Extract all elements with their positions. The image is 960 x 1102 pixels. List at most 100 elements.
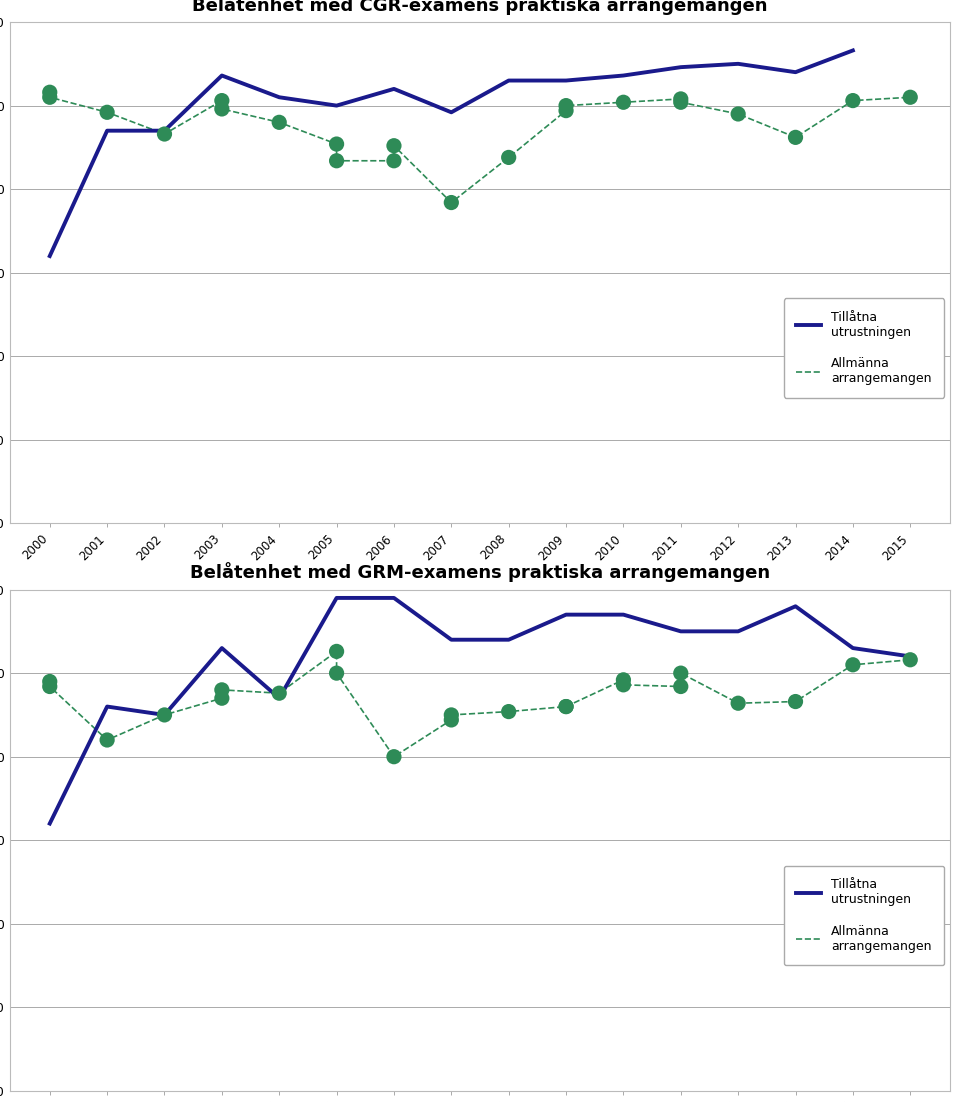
- Allmänna
arrangemangen: [503, 705, 515, 719]
- Tillåtna
utrustningen: [331, 99, 343, 112]
- Point: [386, 748, 401, 766]
- Point: [673, 90, 688, 108]
- Allmänna
arrangemangen: [847, 658, 858, 671]
- Point: [42, 84, 58, 101]
- Tillåtna
utrustningen: [158, 709, 170, 722]
- Line: Tillåtna
utrustningen: Tillåtna utrustningen: [50, 598, 910, 823]
- Point: [673, 678, 688, 695]
- Point: [272, 114, 287, 131]
- Point: [444, 706, 459, 724]
- Allmänna
arrangemangen: [561, 104, 572, 117]
- Point: [559, 101, 574, 119]
- Point: [156, 126, 172, 143]
- Tillåtna
utrustningen: [445, 106, 457, 119]
- Point: [42, 678, 58, 695]
- Allmänna
arrangemangen: [503, 151, 515, 164]
- Point: [559, 698, 574, 715]
- Allmänna
arrangemangen: [274, 687, 285, 700]
- Tillåtna
utrustningen: [445, 633, 457, 646]
- Allmänna
arrangemangen: [675, 667, 686, 680]
- Point: [559, 97, 574, 115]
- Point: [156, 706, 172, 724]
- Point: [100, 104, 115, 121]
- Tillåtna
utrustningen: [675, 625, 686, 638]
- Tillåtna
utrustningen: [388, 592, 399, 605]
- Tillåtna
utrustningen: [158, 125, 170, 138]
- Point: [731, 105, 746, 122]
- Tillåtna
utrustningen: [732, 625, 744, 638]
- Allmänna
arrangemangen: [388, 154, 399, 168]
- Tillåtna
utrustningen: [675, 61, 686, 74]
- Allmänna
arrangemangen: [158, 128, 170, 141]
- Point: [788, 693, 804, 711]
- Point: [214, 690, 229, 707]
- Allmänna
arrangemangen: [675, 93, 686, 106]
- Tillåtna
utrustningen: [847, 641, 858, 655]
- Point: [214, 91, 229, 109]
- Point: [615, 94, 631, 111]
- Allmänna
arrangemangen: [790, 695, 802, 709]
- Allmänna
arrangemangen: [102, 106, 113, 119]
- Tillåtna
utrustningen: [732, 57, 744, 71]
- Allmänna
arrangemangen: [675, 680, 686, 693]
- Tillåtna
utrustningen: [790, 599, 802, 613]
- Tillåtna
utrustningen: [44, 817, 56, 830]
- Allmänna
arrangemangen: [732, 107, 744, 120]
- Allmänna
arrangemangen: [445, 196, 457, 209]
- Allmänna
arrangemangen: [732, 696, 744, 710]
- Tillåtna
utrustningen: [561, 74, 572, 87]
- Point: [214, 100, 229, 118]
- Point: [272, 684, 287, 702]
- Allmänna
arrangemangen: [44, 680, 56, 693]
- Allmänna
arrangemangen: [216, 683, 228, 696]
- Point: [673, 665, 688, 682]
- Point: [329, 136, 345, 153]
- Tillåtna
utrustningen: [216, 641, 228, 655]
- Allmänna
arrangemangen: [561, 700, 572, 713]
- Tillåtna
utrustningen: [44, 249, 56, 262]
- Allmänna
arrangemangen: [790, 131, 802, 144]
- Allmänna
arrangemangen: [847, 94, 858, 107]
- Point: [559, 698, 574, 715]
- Allmänna
arrangemangen: [445, 713, 457, 726]
- Allmänna
arrangemangen: [216, 102, 228, 116]
- Allmänna
arrangemangen: [216, 692, 228, 705]
- Allmänna
arrangemangen: [158, 709, 170, 722]
- Allmänna
arrangemangen: [331, 138, 343, 151]
- Allmänna
arrangemangen: [904, 90, 916, 104]
- Allmänna
arrangemangen: [331, 154, 343, 168]
- Allmänna
arrangemangen: [102, 734, 113, 747]
- Allmänna
arrangemangen: [331, 645, 343, 658]
- Point: [731, 694, 746, 712]
- Tillåtna
utrustningen: [847, 44, 858, 57]
- Point: [615, 671, 631, 689]
- Point: [100, 732, 115, 749]
- Point: [329, 642, 345, 660]
- Tillåtna
utrustningen: [503, 74, 515, 87]
- Allmänna
arrangemangen: [561, 99, 572, 112]
- Line: Allmänna
arrangemangen: Allmänna arrangemangen: [50, 651, 910, 757]
- Point: [329, 152, 345, 170]
- Tillåtna
utrustningen: [617, 69, 629, 83]
- Point: [615, 676, 631, 693]
- Allmänna
arrangemangen: [445, 709, 457, 722]
- Title: Belåtenhet med CGR-examens praktiska arrangemangen: Belåtenhet med CGR-examens praktiska arr…: [192, 0, 768, 15]
- Title: Belåtenhet med GRM-examens praktiska arrangemangen: Belåtenhet med GRM-examens praktiska arr…: [190, 562, 770, 583]
- Tillåtna
utrustningen: [388, 83, 399, 96]
- Legend: Tillåtna
utrustningen, Allmänna
arrangemangen: Tillåtna utrustningen, Allmänna arrangem…: [783, 298, 944, 398]
- Allmänna
arrangemangen: [617, 96, 629, 109]
- Allmänna
arrangemangen: [216, 94, 228, 107]
- Allmänna
arrangemangen: [388, 750, 399, 764]
- Point: [444, 194, 459, 212]
- Line: Allmänna
arrangemangen: Allmänna arrangemangen: [50, 93, 910, 203]
- Allmänna
arrangemangen: [388, 139, 399, 152]
- Tillåtna
utrustningen: [617, 608, 629, 622]
- Legend: Tillåtna
utrustningen, Allmänna
arrangemangen: Tillåtna utrustningen, Allmänna arrangem…: [783, 865, 944, 965]
- Tillåtna
utrustningen: [216, 69, 228, 83]
- Allmänna
arrangemangen: [561, 700, 572, 713]
- Point: [386, 152, 401, 170]
- Allmänna
arrangemangen: [904, 653, 916, 667]
- Tillåtna
utrustningen: [274, 90, 285, 104]
- Point: [329, 665, 345, 682]
- Tillåtna
utrustningen: [561, 608, 572, 622]
